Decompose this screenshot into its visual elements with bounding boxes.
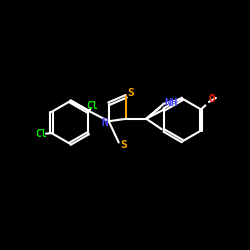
- Text: NH: NH: [164, 98, 178, 108]
- Text: N: N: [101, 118, 107, 128]
- Text: Cl: Cl: [35, 130, 47, 140]
- Text: O: O: [208, 94, 215, 104]
- Text: S: S: [120, 140, 127, 150]
- Text: Cl: Cl: [86, 102, 98, 112]
- Text: S: S: [128, 88, 134, 98]
